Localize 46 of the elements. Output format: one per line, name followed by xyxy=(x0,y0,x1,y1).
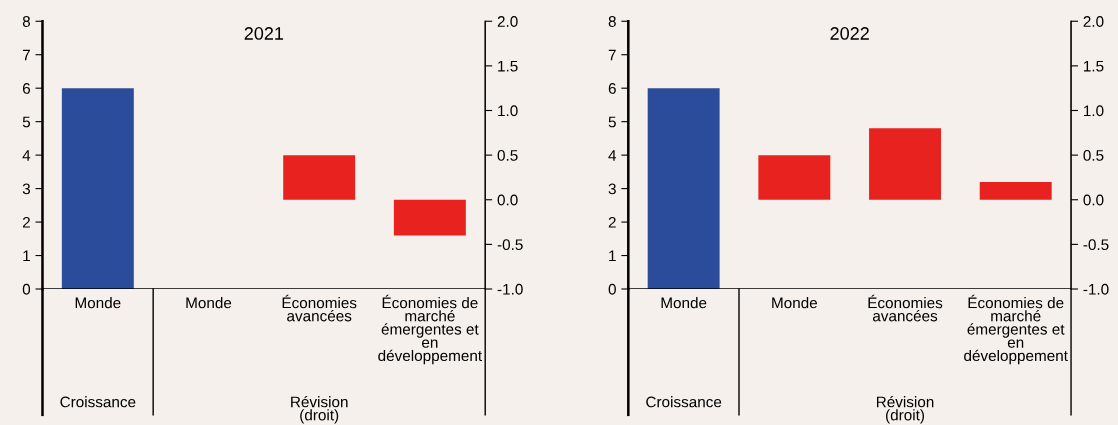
y-tick-label: 0 xyxy=(608,283,616,295)
y2-tick-label: 0.5 xyxy=(497,149,518,161)
y2-tick-label: -1.0 xyxy=(1083,283,1109,295)
x-tick-label: Monde xyxy=(186,297,232,309)
x-tick-label: Économies de marché émergentes et en développement xyxy=(378,294,482,365)
y-tick-label: 8 xyxy=(22,16,31,27)
text: Révision (droit) xyxy=(876,395,934,424)
x-tick-label: Monde xyxy=(75,297,121,309)
x-tick-label: Économies avancées xyxy=(868,294,943,322)
y2-tick-label: 1.0 xyxy=(1084,105,1104,117)
y-tick-label: 6 xyxy=(22,83,31,94)
y-tick-label: 1 xyxy=(609,250,616,262)
text: Révision (droit) xyxy=(291,395,348,424)
y2-tick-label: 1.0 xyxy=(498,105,518,117)
y2-tick-label: 1.5 xyxy=(1084,60,1104,72)
y-tick-label: 7 xyxy=(608,49,616,61)
x-tick-label: Économies avancées xyxy=(282,294,357,322)
text: Croissance xyxy=(646,396,722,408)
x-tick-label: Monde xyxy=(661,297,707,309)
x-tick-label: Économies de marché émergentes et en développement xyxy=(964,294,1068,365)
x-tick-label: Monde xyxy=(772,297,818,309)
y-tick-label: 7 xyxy=(22,49,30,61)
y2-tick-label: 0.5 xyxy=(1083,149,1104,161)
text: Croissance xyxy=(60,396,136,408)
y-tick-label: 0 xyxy=(22,283,31,295)
y-tick-label: 2 xyxy=(22,216,30,228)
y2-tick-label: -1.0 xyxy=(497,283,523,295)
y2-tick-label: -0.5 xyxy=(497,239,523,251)
chart-title: 2021 xyxy=(244,27,284,40)
y2-tick-label: 0.0 xyxy=(497,194,518,206)
y-tick-label: 4 xyxy=(608,150,617,161)
y2-tick-label: 2.0 xyxy=(497,16,518,27)
y2-tick-label: 0.0 xyxy=(1083,194,1104,206)
y-tick-label: 2 xyxy=(608,216,616,228)
y2-tick-label: -0.5 xyxy=(1083,239,1109,251)
y-tick-label: 3 xyxy=(22,183,31,195)
y2-tick-label: 2.0 xyxy=(1083,16,1104,27)
y-tick-label: 3 xyxy=(608,183,616,195)
y-tick-label: 5 xyxy=(22,116,31,128)
y2-tick-label: 1.5 xyxy=(498,60,518,72)
y-tick-label: 1 xyxy=(23,250,30,262)
y-tick-label: 4 xyxy=(22,150,31,161)
y-tick-label: 8 xyxy=(608,16,616,27)
y-tick-label: 6 xyxy=(608,83,616,94)
chart-title: 2022 xyxy=(830,27,869,40)
y-tick-label: 5 xyxy=(608,116,616,128)
